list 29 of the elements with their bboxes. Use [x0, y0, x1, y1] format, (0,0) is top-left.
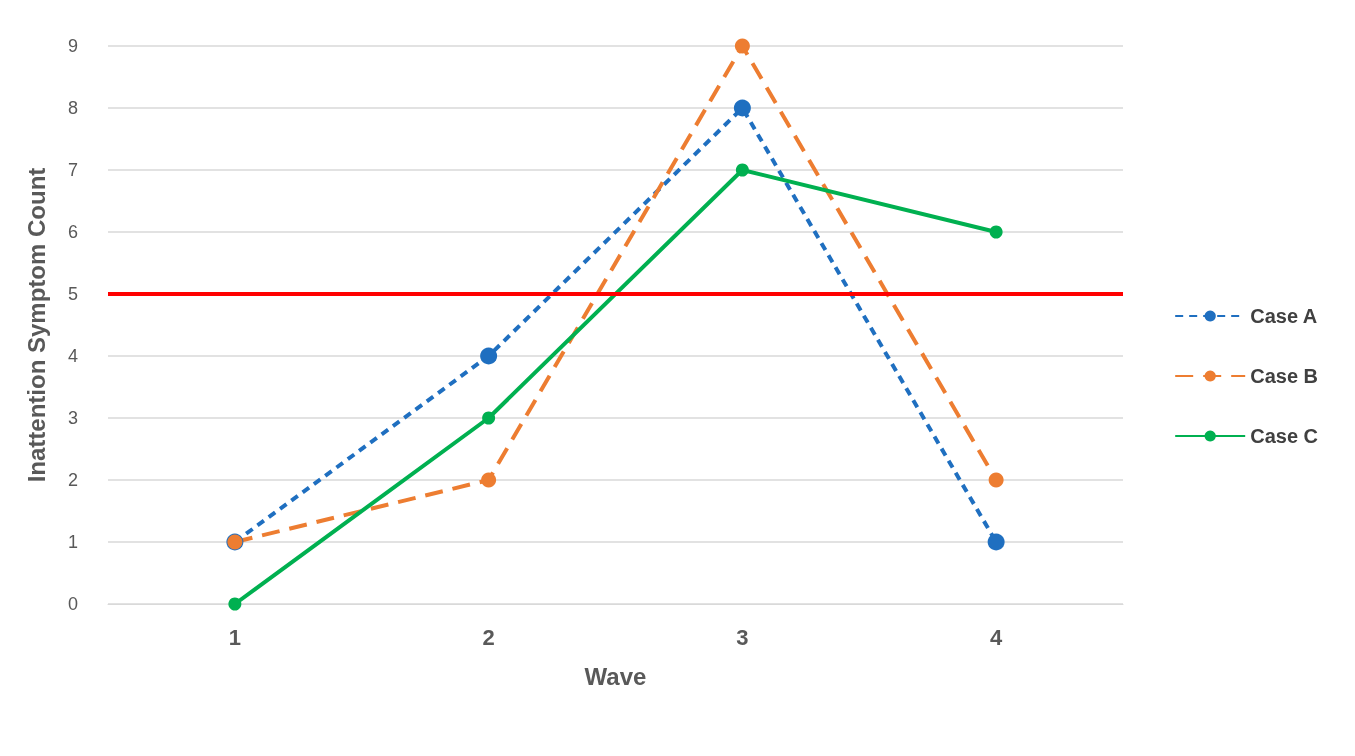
y-tick-label: 0 [67, 594, 78, 614]
y-tick-label: 5 [67, 284, 78, 304]
y-tick-label: 8 [67, 98, 78, 118]
y-tick-label: 4 [67, 346, 78, 366]
x-axis-title: Wave [584, 662, 647, 690]
y-tick-label: 6 [67, 222, 78, 242]
point [987, 533, 1005, 551]
point [989, 225, 1003, 239]
y-tick-label: 3 [67, 408, 78, 428]
x-tick-label: 2 [482, 624, 495, 650]
point [988, 472, 1004, 488]
point [481, 472, 497, 488]
point [228, 597, 242, 611]
point [735, 163, 749, 177]
point [733, 99, 751, 117]
x-tick-label: 4 [990, 624, 1003, 650]
legend-label: Case B [1250, 365, 1318, 387]
y-tick-label: 1 [67, 532, 78, 552]
legend-label: Case A [1250, 305, 1318, 327]
point [482, 411, 496, 425]
y-tick-label: 9 [67, 36, 78, 56]
x-tick-label: 3 [736, 624, 749, 650]
y-tick-label: 2 [67, 470, 78, 490]
point [734, 38, 750, 54]
x-tick-label: 1 [228, 624, 241, 650]
legend-label: Case C [1250, 425, 1318, 447]
y-axis-title: Inattention Symptom Count [22, 167, 50, 483]
point [480, 347, 498, 365]
y-tick-label: 7 [67, 160, 78, 180]
